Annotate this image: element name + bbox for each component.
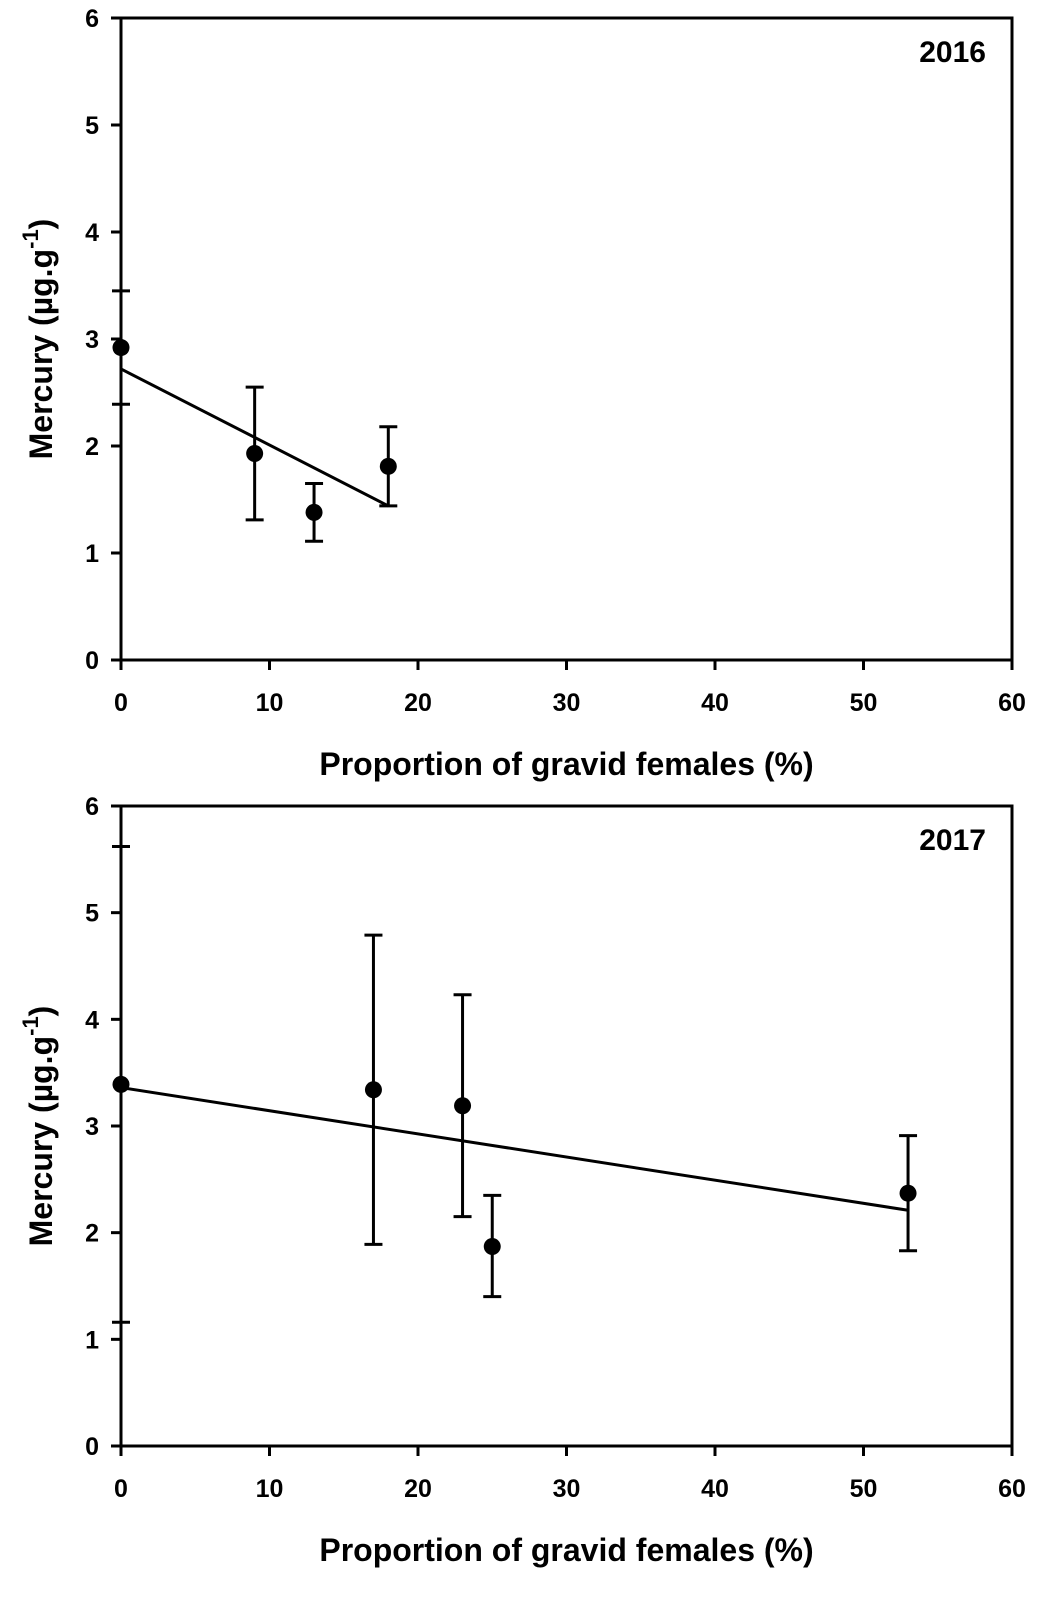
y-tick-label: 2: [85, 433, 99, 461]
y-axis-title: Mercury (µg.g-1): [18, 1006, 59, 1247]
y-tick-label: 3: [85, 326, 99, 354]
x-tick-label: 20: [404, 689, 432, 717]
y-axis-title-main: Mercury (µg.g: [23, 249, 59, 459]
y-tick-label: 4: [85, 1006, 99, 1034]
x-tick-label: 50: [850, 1475, 878, 1503]
y-tick-label: 6: [85, 793, 99, 821]
y-axis-title-superscript: -1: [18, 1016, 43, 1036]
plot-frame: [119, 16, 1014, 662]
y-tick-label: 5: [85, 900, 99, 928]
data-point: [379, 457, 397, 475]
x-tick-label: 10: [256, 1475, 284, 1503]
x-tick-label: 50: [850, 689, 878, 717]
data-point: [364, 1081, 382, 1099]
y-tick-label: 2: [85, 1220, 99, 1248]
y-tick-label: 4: [85, 219, 99, 247]
data-point: [112, 1075, 130, 1093]
x-tick-label: 10: [256, 689, 284, 717]
y-axis-title-close: ): [23, 1006, 59, 1017]
y-tick-label: 0: [85, 1433, 99, 1461]
data-point: [483, 1238, 501, 1256]
y-tick-label: 1: [85, 540, 99, 568]
plot-frame: [119, 804, 1014, 1448]
y-axis-title-main: Mercury (µg.g: [23, 1036, 59, 1246]
x-tick-label: 60: [998, 1475, 1026, 1503]
x-tick-label: 0: [114, 689, 128, 717]
x-tick-label: 60: [998, 689, 1026, 717]
y-tick-label: 3: [85, 1113, 99, 1141]
x-axis-title: Proportion of gravid females (%): [319, 1532, 813, 1568]
x-tick-label: 30: [553, 1475, 581, 1503]
y-tick-label: 0: [85, 647, 99, 675]
x-axis-title: Proportion of gravid females (%): [319, 746, 813, 782]
y-tick-label: 6: [85, 5, 99, 33]
x-tick-label: 40: [701, 689, 729, 717]
y-axis-title: Mercury (µg.g-1): [18, 219, 59, 460]
trend-line: [120, 1086, 909, 1212]
panel-year-label: 2016: [919, 36, 986, 69]
panel-year-label: 2017: [919, 824, 986, 857]
data-point: [305, 503, 323, 521]
x-tick-label: 30: [553, 689, 581, 717]
data-point: [246, 444, 264, 462]
y-tick-label: 1: [85, 1326, 99, 1354]
x-tick-label: 40: [701, 1475, 729, 1503]
y-axis-title-close: ): [23, 219, 59, 230]
data-point: [454, 1097, 472, 1115]
x-tick-label: 20: [404, 1475, 432, 1503]
data-point: [112, 339, 130, 357]
data-point: [899, 1184, 917, 1202]
y-axis-title-superscript: -1: [18, 229, 43, 249]
x-tick-label: 0: [114, 1475, 128, 1503]
y-tick-label: 5: [85, 112, 99, 140]
